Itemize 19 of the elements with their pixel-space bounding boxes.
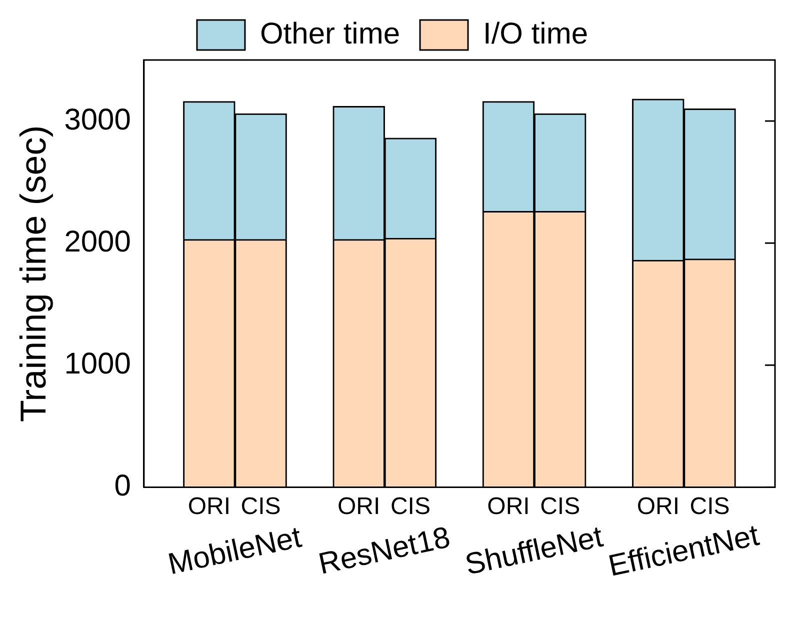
x-tick-label: CIS xyxy=(390,493,430,520)
y-tick-label: 3000 xyxy=(64,103,131,136)
y-tick-label: 1000 xyxy=(64,347,131,380)
text: ResNet18 xyxy=(316,520,454,581)
y-tick-label: 2000 xyxy=(64,225,131,258)
legend-label: I/O time xyxy=(483,17,588,50)
text: ShuffleNet xyxy=(462,520,606,582)
text: MobileNet xyxy=(165,520,305,582)
x-tick-label: CIS xyxy=(690,493,730,520)
x-tick-label: CIS xyxy=(240,493,281,520)
x-tick-label: ORI xyxy=(487,493,530,520)
x-tick-label: ORI xyxy=(188,493,231,520)
y-axis-title: Training time (sec) xyxy=(12,125,54,422)
y-tick-label: 0 xyxy=(114,469,131,502)
x-tick-label: CIS xyxy=(540,493,580,520)
text: EfficientNet xyxy=(606,518,762,584)
x-tick-label: ORI xyxy=(636,493,680,520)
legend-label: Other time xyxy=(260,17,400,50)
x-tick-label: ORI xyxy=(338,493,380,520)
